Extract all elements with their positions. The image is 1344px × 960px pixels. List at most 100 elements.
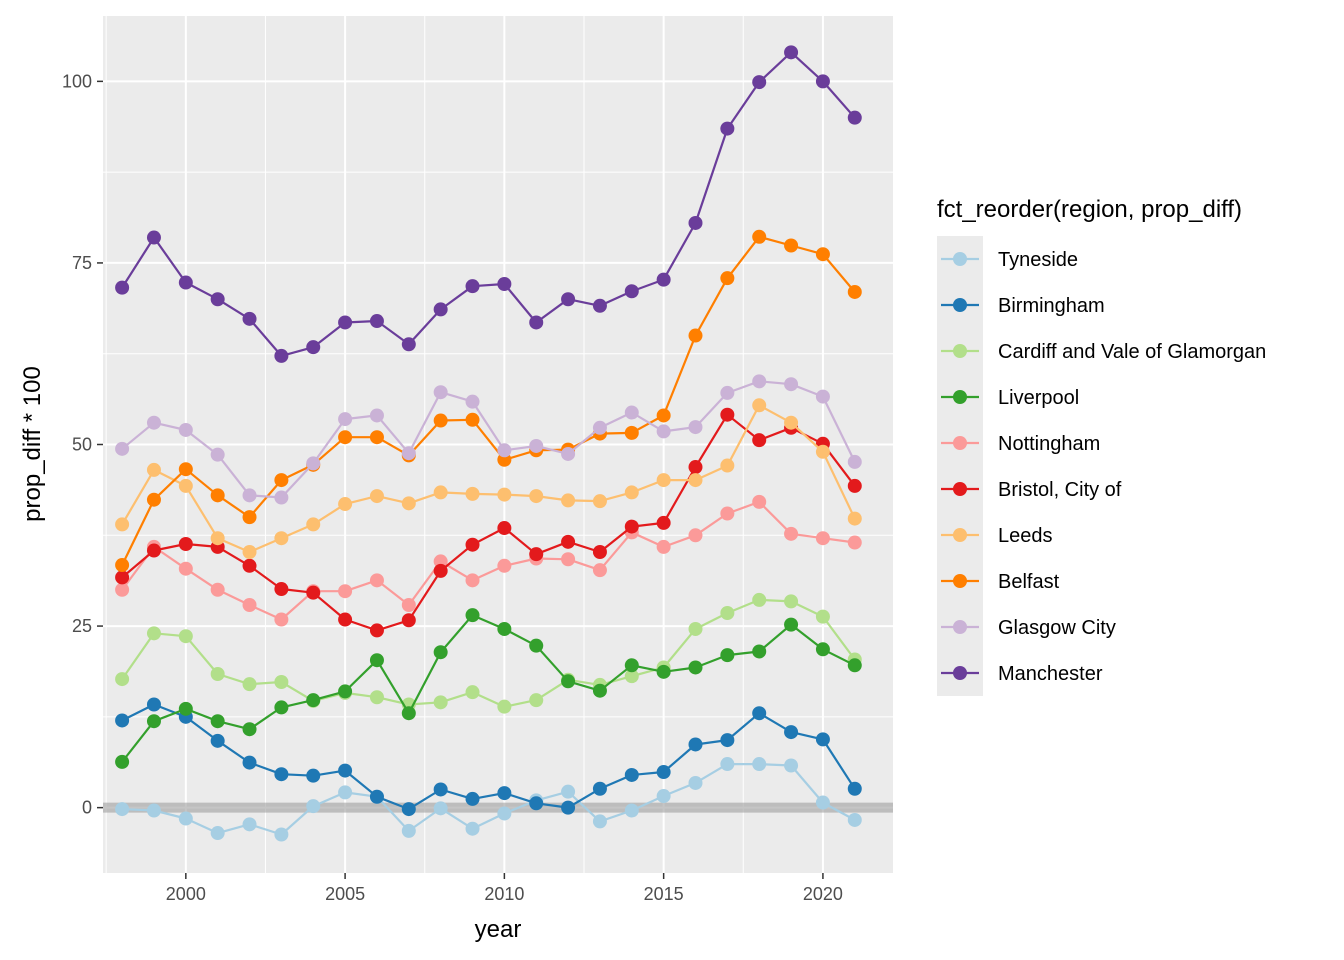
data-point: [784, 377, 799, 392]
data-point: [274, 612, 289, 627]
data-point: [624, 669, 639, 684]
data-point: [592, 544, 607, 559]
data-point: [338, 612, 353, 627]
data-point: [656, 765, 671, 780]
data-point: [465, 537, 480, 552]
data-point: [815, 389, 830, 404]
data-point: [433, 485, 448, 500]
data-point: [592, 494, 607, 509]
data-point: [624, 519, 639, 534]
legend-item: Manchester: [941, 663, 1103, 685]
x-tick-label: 2000: [166, 884, 206, 904]
data-point: [465, 791, 480, 806]
data-point: [178, 701, 193, 716]
data-point: [178, 275, 193, 290]
data-point: [210, 667, 225, 682]
data-point: [178, 811, 193, 826]
legend-label: Birmingham: [998, 295, 1105, 317]
data-point: [210, 531, 225, 546]
data-point: [624, 284, 639, 299]
data-point: [592, 683, 607, 698]
data-point: [178, 536, 193, 551]
data-point: [210, 447, 225, 462]
data-point: [784, 238, 799, 253]
data-point: [369, 314, 384, 329]
data-point: [401, 823, 416, 838]
data-point: [815, 531, 830, 546]
data-point: [210, 714, 225, 729]
data-point: [688, 660, 703, 675]
series-birmingham: [115, 697, 862, 817]
legend-key-point: [953, 666, 967, 680]
data-point: [497, 558, 512, 573]
data-point: [784, 594, 799, 609]
data-point: [592, 781, 607, 796]
data-point: [720, 458, 735, 473]
data-point: [115, 754, 130, 769]
data-point: [274, 674, 289, 689]
data-point: [274, 473, 289, 488]
data-point: [656, 515, 671, 530]
data-point: [688, 775, 703, 790]
data-point: [465, 279, 480, 294]
data-point: [401, 613, 416, 628]
data-point: [752, 433, 767, 448]
data-point: [561, 552, 576, 567]
data-point: [242, 311, 257, 326]
data-point: [465, 394, 480, 409]
data-point: [433, 413, 448, 428]
data-point: [688, 420, 703, 435]
legend-label: Tyneside: [998, 249, 1078, 271]
data-point: [752, 374, 767, 389]
data-point: [338, 785, 353, 800]
data-point: [433, 782, 448, 797]
legend-item: Nottingham: [941, 433, 1100, 455]
data-point: [306, 340, 321, 355]
data-point: [784, 45, 799, 60]
data-point: [401, 337, 416, 352]
data-point: [242, 558, 257, 573]
data-point: [592, 420, 607, 435]
legend-label: Glasgow City: [998, 617, 1116, 639]
legend-item: Belfast: [941, 571, 1060, 593]
data-point: [210, 582, 225, 597]
data-point: [497, 699, 512, 714]
legend-key-point: [953, 252, 967, 266]
data-point: [624, 425, 639, 440]
y-tick-label: 0: [82, 798, 92, 818]
data-point: [465, 573, 480, 588]
data-point: [752, 706, 767, 721]
data-point: [338, 315, 353, 330]
data-point: [306, 799, 321, 814]
data-point: [656, 272, 671, 287]
data-point: [656, 539, 671, 554]
data-point: [656, 473, 671, 488]
x-tick-label: 2005: [325, 884, 365, 904]
data-point: [146, 697, 161, 712]
data-point: [592, 298, 607, 313]
data-point: [465, 821, 480, 836]
data-point: [815, 74, 830, 89]
y-tick-label: 75: [72, 253, 92, 273]
data-point: [688, 621, 703, 636]
data-point: [815, 444, 830, 459]
data-point: [369, 573, 384, 588]
data-point: [115, 517, 130, 532]
data-point: [146, 803, 161, 818]
data-point: [561, 674, 576, 689]
data-point: [752, 644, 767, 659]
data-point: [338, 584, 353, 599]
data-point: [497, 621, 512, 636]
data-point: [847, 110, 862, 125]
data-point: [847, 454, 862, 469]
data-point: [561, 534, 576, 549]
legend-item: Leeds: [941, 525, 1053, 547]
series-layer: [115, 45, 862, 842]
data-point: [720, 733, 735, 748]
data-point: [815, 795, 830, 810]
data-point: [752, 757, 767, 772]
data-point: [210, 292, 225, 307]
data-point: [146, 462, 161, 477]
data-point: [529, 438, 544, 453]
data-point: [465, 486, 480, 501]
